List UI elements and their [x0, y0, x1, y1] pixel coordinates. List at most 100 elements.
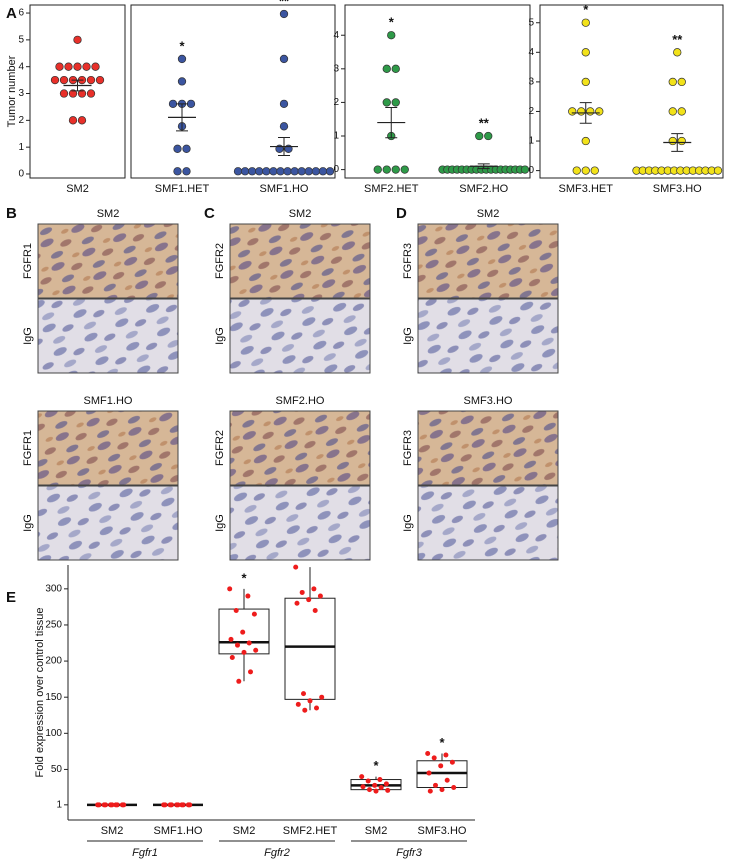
micrograph	[37, 410, 179, 486]
data-point	[382, 64, 391, 73]
y-tick-label: 4	[528, 47, 534, 58]
data-point	[372, 782, 378, 788]
data-point	[290, 167, 299, 176]
micrograph	[37, 223, 179, 299]
significance: *	[389, 15, 395, 30]
micrograph	[229, 410, 371, 486]
data-point	[96, 802, 102, 808]
micrograph	[417, 485, 559, 561]
data-point	[68, 89, 78, 98]
data-point	[169, 802, 174, 808]
data-point	[304, 167, 313, 176]
data-point	[162, 802, 168, 808]
data-point	[293, 564, 299, 570]
y-tick-label: 4	[333, 30, 339, 41]
data-point	[391, 98, 400, 107]
data-point	[283, 167, 292, 176]
significance: *	[439, 735, 445, 750]
sem-bar	[71, 79, 84, 92]
data-point	[114, 802, 120, 808]
sem-bar	[278, 137, 290, 157]
data-point	[295, 701, 301, 707]
data-point	[64, 62, 73, 71]
data-point	[86, 75, 96, 85]
y-tick-label: 1	[18, 142, 24, 153]
significance: *	[241, 570, 247, 585]
data-point	[248, 167, 257, 176]
data-point	[279, 54, 289, 64]
y-axis-label: Fold expression over control tissue	[34, 608, 46, 778]
row-label: IgG	[214, 327, 226, 345]
data-point	[449, 759, 455, 765]
data-point	[236, 678, 242, 684]
significance: *	[373, 758, 379, 773]
data-point	[311, 167, 320, 176]
data-point	[572, 166, 581, 175]
significance: **	[279, 0, 290, 8]
panel-letter: E	[6, 589, 16, 606]
data-point	[581, 136, 590, 146]
data-point	[299, 589, 305, 595]
data-point	[82, 62, 91, 71]
row-label: FGFR3	[402, 243, 414, 279]
micrograph-title: SM2	[97, 208, 120, 220]
group-label: Fgfr2	[264, 847, 290, 859]
y-tick-label: 150	[45, 692, 62, 703]
data-point	[359, 774, 365, 780]
data-point	[311, 586, 317, 592]
data-point	[577, 107, 586, 116]
y-tick-label: 1	[528, 136, 534, 147]
data-point	[253, 647, 259, 653]
row-label: IgG	[22, 327, 34, 345]
data-point	[307, 698, 313, 704]
data-point	[297, 167, 306, 176]
data-point	[595, 107, 604, 116]
data-point	[319, 694, 325, 700]
data-point	[431, 755, 437, 761]
data-point	[312, 608, 318, 614]
y-tick-label: 3	[333, 63, 339, 74]
data-point	[677, 77, 686, 87]
row-label: FGFR2	[214, 430, 226, 466]
row-label: IgG	[22, 514, 34, 532]
data-point	[73, 35, 82, 45]
data-point	[173, 167, 182, 176]
data-point	[86, 89, 96, 98]
data-point	[668, 77, 677, 87]
sem-bar	[671, 133, 684, 152]
data-point	[590, 166, 599, 175]
panel-letter: B	[6, 205, 17, 222]
row-label: FGFR3	[402, 430, 414, 466]
sem-bar	[385, 106, 398, 139]
x-tick-label: SMF2.HO	[459, 183, 508, 195]
data-point	[373, 165, 382, 174]
micrograph-title: SMF1.HO	[84, 395, 133, 407]
data-point	[365, 778, 371, 784]
data-point	[318, 167, 328, 176]
data-point	[677, 136, 686, 146]
data-point	[325, 167, 335, 176]
data-point	[382, 165, 391, 174]
data-point	[451, 784, 457, 790]
data-point	[95, 75, 105, 85]
data-point	[400, 165, 409, 174]
data-point	[180, 802, 186, 808]
y-tick-label: 5	[528, 17, 534, 28]
data-point	[245, 593, 251, 599]
data-point	[581, 77, 590, 87]
significance: *	[179, 38, 185, 53]
y-tick-label: 5	[18, 35, 24, 46]
data-point	[109, 802, 115, 808]
data-point	[55, 62, 64, 71]
significance: **	[672, 32, 683, 47]
panel-letter: D	[396, 205, 407, 222]
data-point	[279, 9, 289, 19]
micrograph	[229, 223, 371, 299]
y-tick-label: 1	[56, 799, 62, 810]
y-tick-label: 0	[333, 164, 339, 175]
x-tick-label: SMF2.HET	[283, 825, 338, 837]
data-point	[427, 788, 433, 794]
y-tick-label: 200	[45, 656, 62, 667]
data-point	[360, 784, 366, 790]
